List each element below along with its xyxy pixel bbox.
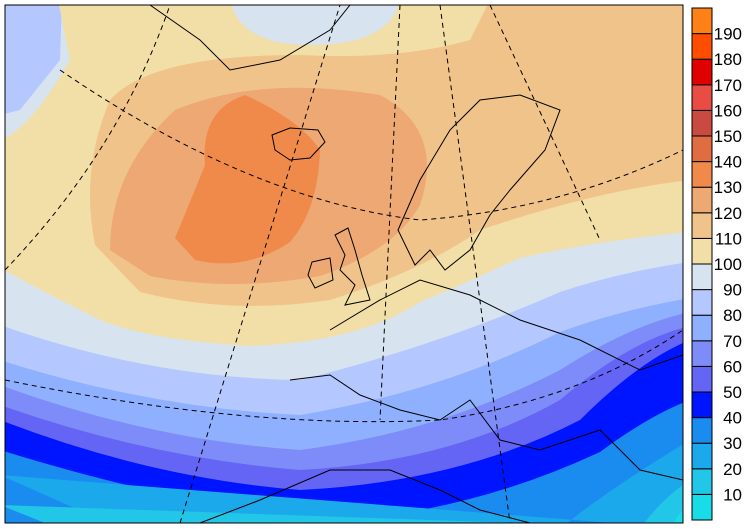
- map-frame: [4, 4, 684, 524]
- graticule: [5, 5, 683, 523]
- coastline-ireland: [307, 257, 334, 289]
- coastlines: [149, 5, 683, 523]
- colorbar-label: 60: [723, 357, 742, 376]
- colorbar-label: 70: [723, 332, 742, 351]
- colorbar-swatch: [691, 237, 713, 265]
- colorbar-swatch: [691, 7, 713, 35]
- colorbar-label: 20: [723, 460, 742, 479]
- colorbar-label: 40: [723, 409, 742, 428]
- colorbar-swatch: [691, 135, 713, 163]
- graticule-line: [489, 5, 601, 241]
- colorbar-swatch: [691, 340, 713, 367]
- colorbar: 10 20 30 40 50 60 70 80 90 100 110 120 130 140 150 160 1…: [691, 7, 742, 521]
- contour-band: [5, 343, 683, 523]
- colorbar-label: 30: [723, 434, 742, 453]
- colorbar-label: 100: [714, 255, 742, 274]
- contour-band: [5, 484, 683, 523]
- colorbar-swatch: [691, 417, 713, 444]
- contour-band: [5, 5, 62, 114]
- colorbar-label: 130: [714, 178, 742, 197]
- contour-bands: [5, 5, 683, 523]
- colorbar-label: 180: [714, 50, 742, 69]
- colorbar-swatch: [691, 493, 713, 521]
- colorbar-swatch: [691, 212, 713, 239]
- coastline-britain: [334, 227, 371, 306]
- contour-band: [673, 510, 683, 523]
- colorbar-swatch: [691, 442, 713, 470]
- colorbar-swatch: [691, 289, 713, 316]
- graticule-line: [179, 5, 341, 523]
- coastline-iceland: [271, 127, 326, 161]
- contour-band: [5, 402, 683, 523]
- graticule-line: [5, 5, 171, 271]
- contour-band: [5, 444, 683, 523]
- colorbar-swatch: [691, 84, 713, 111]
- graticule-line: [5, 329, 683, 423]
- colorbar-label: 140: [714, 153, 742, 172]
- colorbar-label: 80: [723, 306, 742, 325]
- colorbar-swatch: [691, 391, 713, 419]
- colorbar-label: 190: [714, 25, 742, 44]
- colorbar-swatch: [691, 58, 713, 86]
- colorbar-label: 150: [714, 127, 742, 146]
- colorbar-label: 170: [714, 76, 742, 95]
- colorbar-swatch: [691, 468, 713, 495]
- colorbar-swatch: [691, 186, 713, 214]
- colorbar-swatch: [691, 109, 713, 137]
- colorbar-swatch: [691, 161, 713, 188]
- colorbar-label: 10: [723, 485, 742, 504]
- colorbar-swatch: [691, 365, 713, 393]
- colorbar-label: 50: [723, 383, 742, 402]
- graticule-line: [59, 69, 683, 221]
- colorbar-label: 90: [723, 281, 742, 300]
- contour-band: [175, 95, 320, 264]
- colorbar-label: 120: [714, 204, 742, 223]
- coastline-scandinavia: [397, 94, 561, 271]
- colorbar-swatch: [691, 33, 713, 60]
- colorbar-label: 160: [714, 101, 742, 120]
- graticule-line: [439, 5, 511, 523]
- coastline-greenland: [149, 5, 351, 71]
- coastline-continent: [199, 279, 683, 523]
- graticule-line: [379, 5, 401, 421]
- colorbar-swatch: [691, 263, 713, 291]
- colorbar-label: 110: [715, 229, 742, 248]
- colorbar-swatch: [691, 314, 713, 342]
